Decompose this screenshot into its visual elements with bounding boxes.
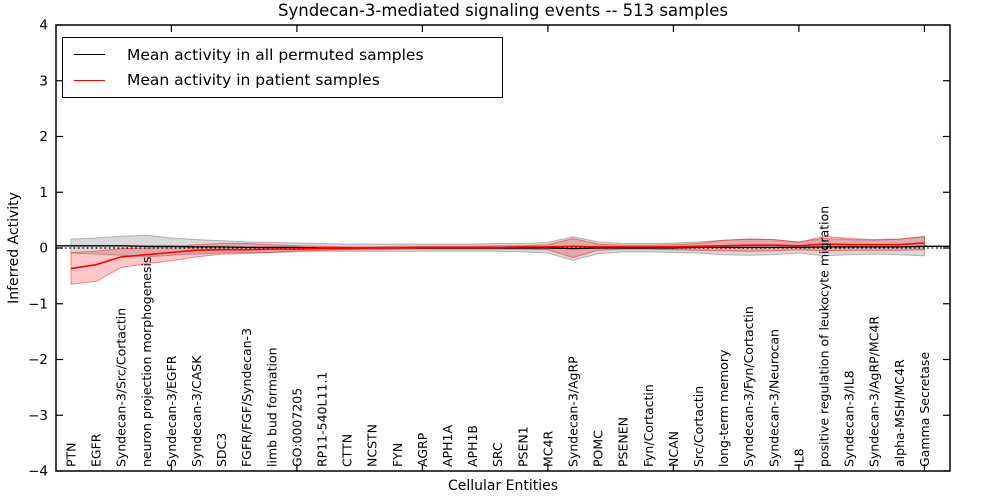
x-entity-label: Gamma Secretase — [917, 352, 932, 467]
x-entity-label: EGFR — [89, 433, 104, 467]
x-entity-label: POMC — [591, 430, 606, 467]
patient-line-swatch — [74, 79, 105, 81]
x-axis-label: Cellular Entities — [447, 478, 559, 494]
x-entity-label: APH1B — [465, 425, 480, 467]
x-entity-label: Syndecan-3/Neurocan — [766, 329, 781, 467]
x-entity-label: SDC3 — [214, 433, 229, 467]
permuted-line-swatch — [74, 54, 105, 56]
x-entity-label: PTN — [64, 442, 79, 467]
x-entity-label: AGRP — [415, 432, 430, 467]
x-entity-label: CTTN — [340, 434, 355, 467]
x-entity-label: FGFR/FGF/Syndecan-3 — [239, 328, 254, 467]
x-entity-label: neuron projection morphogenesis — [139, 256, 154, 467]
y-tick-label: −3 — [28, 408, 48, 424]
y-tick-label: 2 — [39, 129, 48, 145]
x-entity-label: PSENEN — [616, 417, 631, 467]
legend: Mean activity in all permuted samples Me… — [62, 37, 503, 98]
x-entity-label: positive regulation of leukocyte migrati… — [817, 206, 832, 467]
x-entity-label: Syndecan-3/AgRP/MC4R — [867, 316, 882, 467]
y-tick-label: −1 — [28, 296, 48, 312]
chart-title: Syndecan-3-mediated signaling events -- … — [278, 1, 728, 20]
x-entity-label: alpha-MSH/MC4R — [892, 359, 907, 467]
y-tick-label: 3 — [39, 73, 48, 89]
legend-label-patient: Mean activity in patient samples — [127, 71, 380, 90]
y-tick-label: −2 — [28, 352, 48, 368]
y-tick-label: 1 — [39, 185, 48, 201]
patient-band — [70, 235, 925, 285]
x-entity-label: GO:0007205 — [289, 388, 304, 467]
x-entity-label: long-term memory — [716, 349, 731, 467]
x-entity-label: Syndecan-3/EGFR — [164, 355, 179, 467]
x-entity-label: PSEN1 — [515, 426, 530, 467]
y-tick-label: 0 — [39, 241, 48, 257]
x-entity-label: Fyn/Cortactin — [641, 384, 656, 467]
y-tick-label: 4 — [39, 18, 48, 34]
x-entity-label: RP11-540L11.1 — [315, 372, 330, 467]
x-entity-label: Syndecan-3/CASK — [189, 355, 204, 467]
x-entity-label: NCSTN — [365, 424, 380, 467]
x-entity-label: APH1A — [440, 425, 455, 467]
x-entity-label: Syndecan-3/Src/Cortactin — [114, 308, 129, 467]
x-entity-label: Syndecan-3/AgRP — [566, 356, 581, 467]
x-entity-label: Syndecan-3/Fyn/Cortactin — [741, 306, 756, 467]
patient-mean-line — [70, 242, 925, 270]
x-entity-label: IL8 — [791, 448, 806, 467]
x-entity-label: SRC — [490, 442, 505, 467]
x-entity-label: MC4R — [540, 431, 555, 467]
y-tick-label: −4 — [28, 464, 48, 480]
legend-item-permuted: Mean activity in all permuted samples — [74, 46, 502, 64]
x-entity-label: Syndecan-3/IL8 — [842, 370, 857, 467]
x-entity-label: FYN — [390, 443, 405, 467]
x-entity-label: NCAN — [666, 431, 681, 467]
legend-item-patient: Mean activity in patient samples — [74, 71, 502, 89]
legend-label-permuted: Mean activity in all permuted samples — [127, 45, 424, 64]
x-entity-label: Src/Cortactin — [691, 386, 706, 467]
x-entity-label: limb bud formation — [264, 347, 279, 467]
